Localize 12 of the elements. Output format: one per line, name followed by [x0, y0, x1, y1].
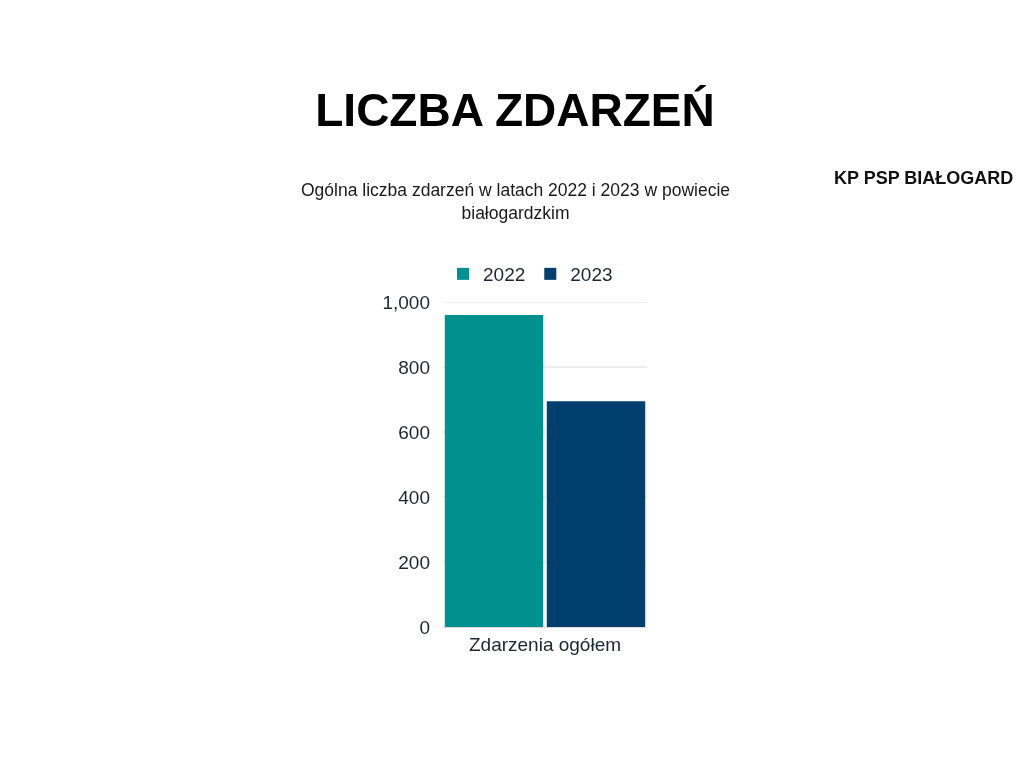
chart-title: LICZBA ZDARZEŃ [315, 84, 715, 137]
chart-subtitle: Ogólna liczba zdarzeń w latach 2022 i 2023 w powiecie białogardzkim [301, 180, 731, 223]
legend-label: 2023 [570, 264, 613, 286]
y-tick-label: 200 [398, 551, 430, 573]
y-tick-label: 400 [398, 486, 430, 508]
legend-label: 2022 [483, 264, 526, 286]
y-tick-label: 1,000 [382, 291, 430, 313]
x-tick-label: Zdarzenia ogółem [468, 633, 622, 655]
y-tick-label: 800 [398, 356, 430, 378]
y-tick-label: 0 [419, 616, 430, 638]
y-tick-label: 600 [398, 421, 430, 443]
text: KP PSP BIAŁOGARD [834, 168, 1014, 188]
